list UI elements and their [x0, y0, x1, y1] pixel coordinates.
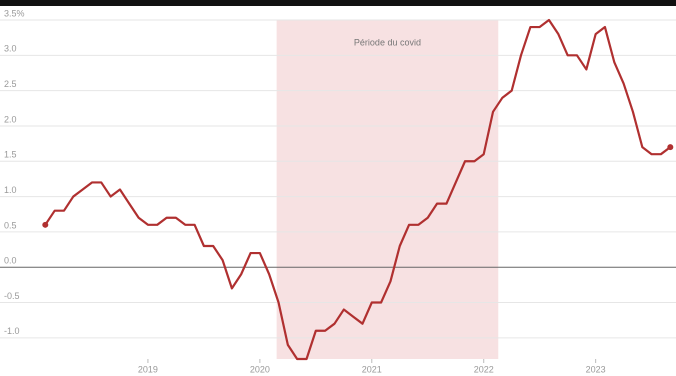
end-point: [42, 221, 49, 228]
annotation: Période du covid: [354, 37, 421, 47]
x-tick-label: 2019: [138, 364, 158, 374]
x-tick-label: 2022: [474, 364, 494, 374]
y-tick-label: 3.0: [4, 44, 17, 54]
y-tick-label: 1.0: [4, 185, 17, 195]
y-tick-label: 1.5: [4, 150, 17, 160]
x-tick-label: 2021: [362, 364, 382, 374]
x-tick-label: 2023: [586, 364, 606, 374]
y-tick-label: 0.5: [4, 220, 17, 230]
y-tick-label: 2.5: [4, 79, 17, 89]
y-tick-label: -1.0: [4, 326, 20, 336]
y-tick-label: 0.0: [4, 256, 17, 266]
y-tick-label: 3.5%: [4, 8, 25, 18]
y-tick-label: -0.5: [4, 291, 20, 301]
y-tick-label: 2.0: [4, 114, 17, 124]
covid-shade: [276, 20, 499, 359]
end-point: [667, 144, 674, 151]
data-line: [44, 18, 671, 361]
top-bar: [0, 0, 676, 6]
x-tick-label: 2020: [250, 364, 270, 374]
